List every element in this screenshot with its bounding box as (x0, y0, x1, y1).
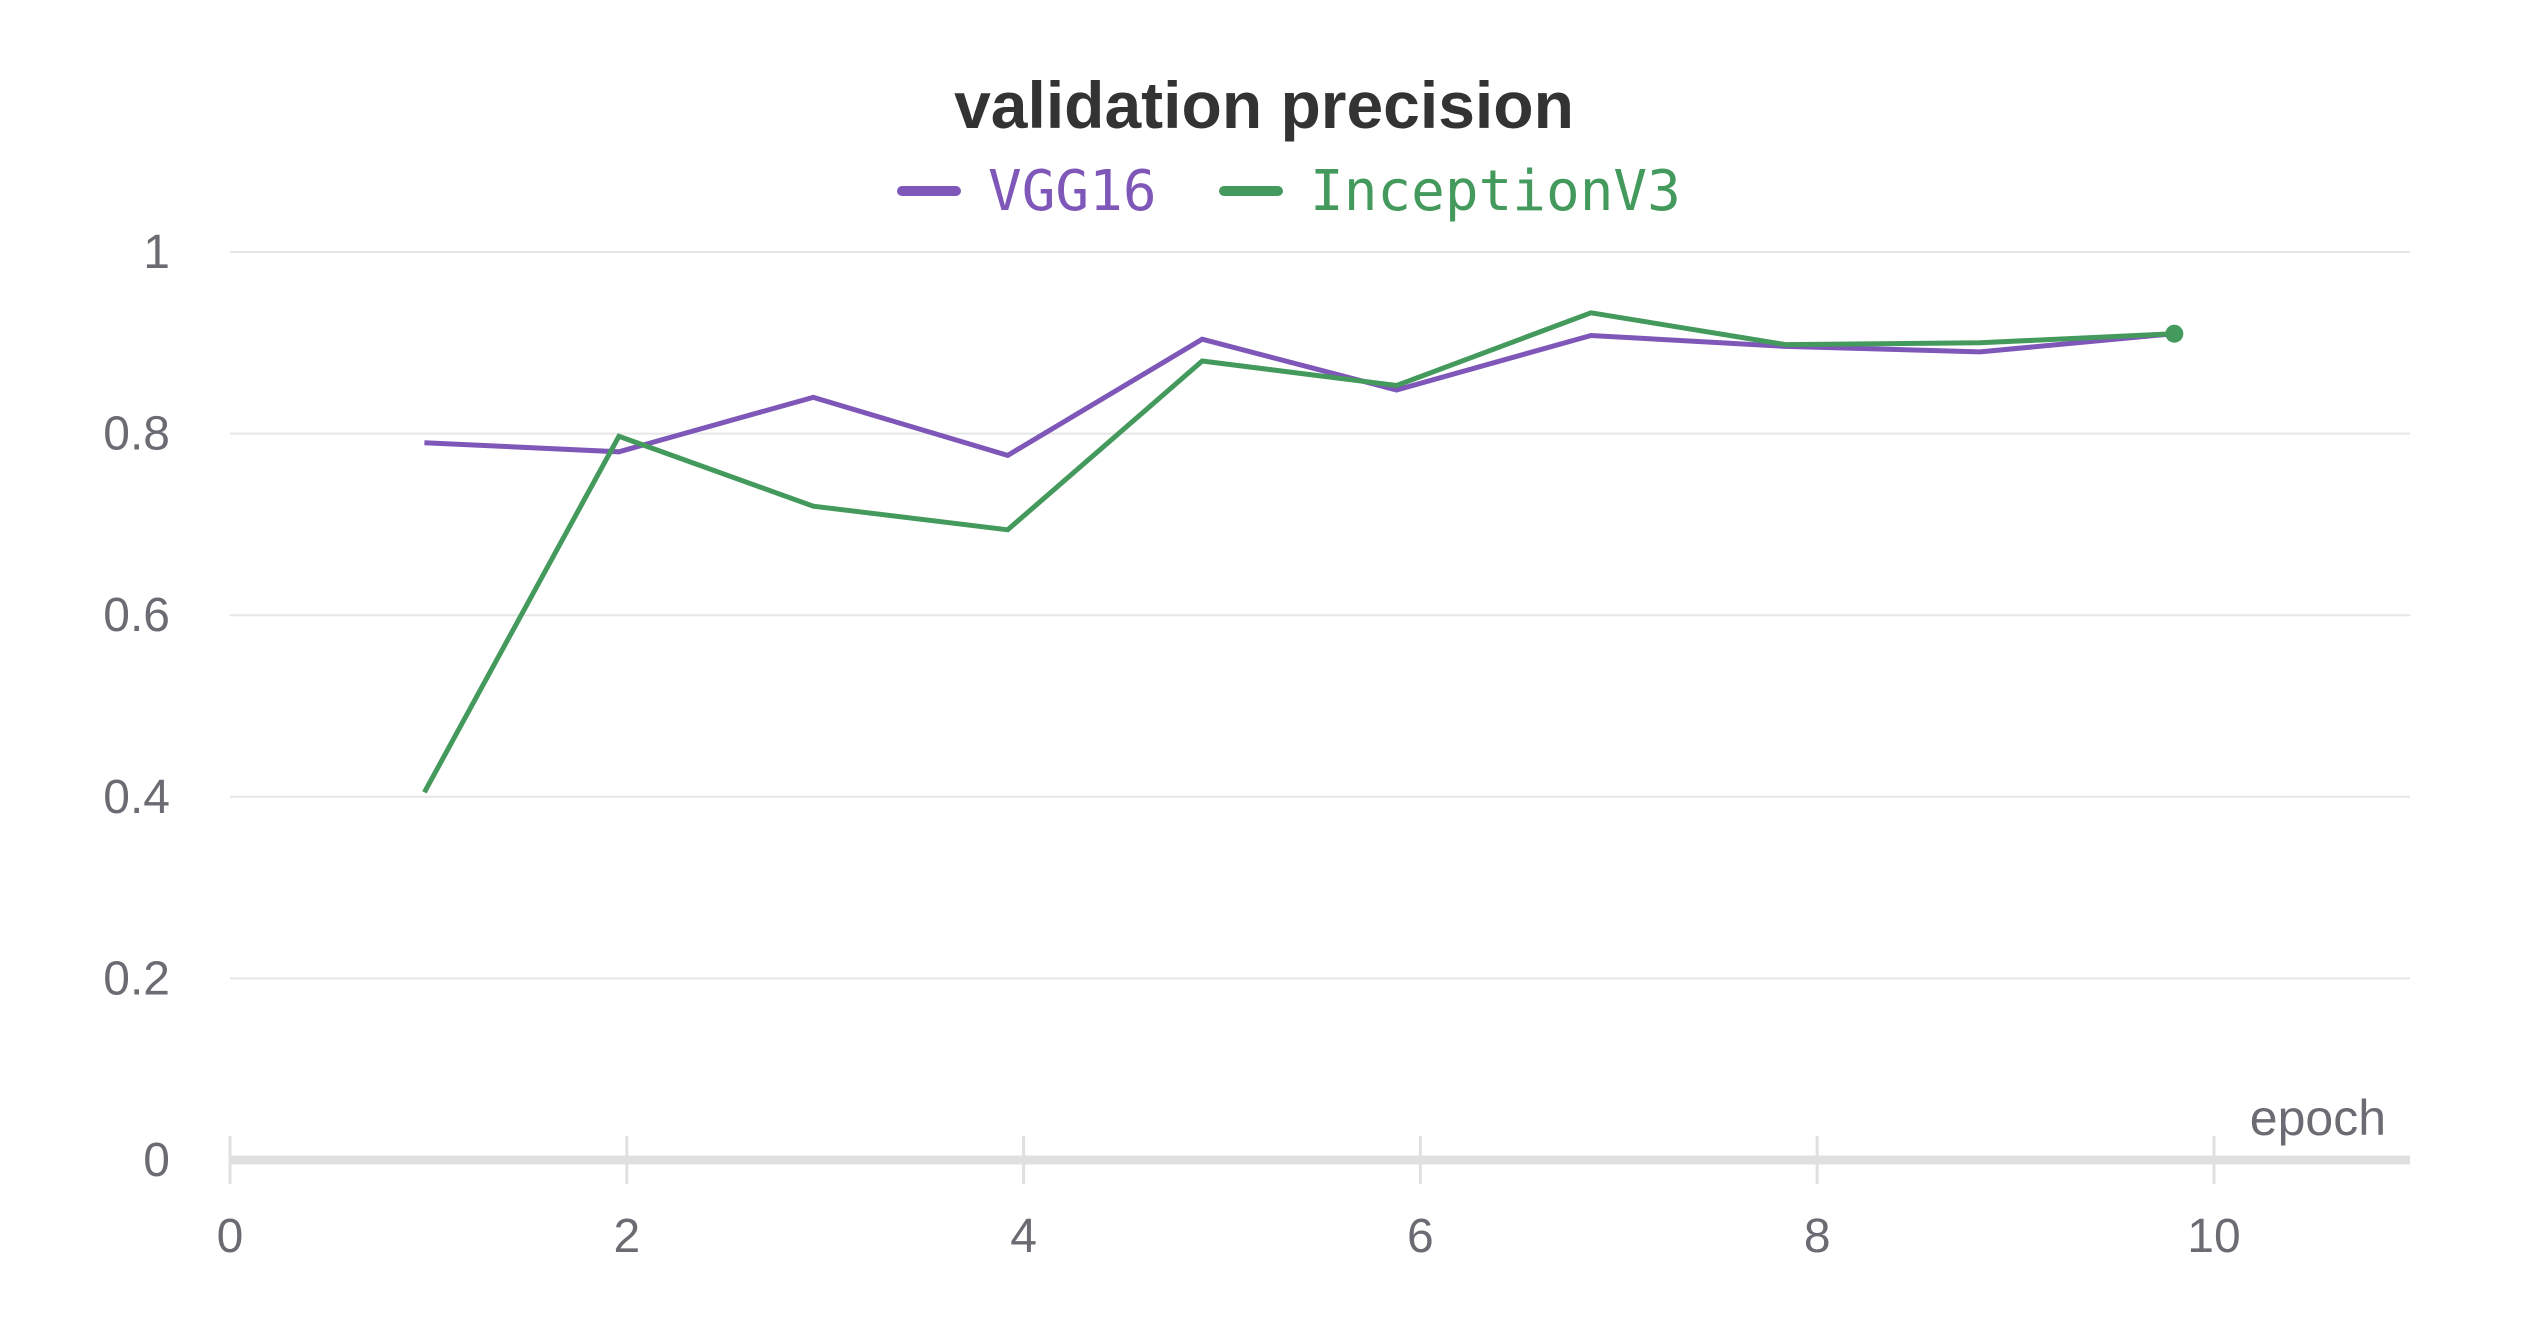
y-tick-label: 0 (143, 1134, 170, 1187)
legend: VGG16 InceptionV3 (897, 159, 1681, 224)
x-tick-label: 10 (2187, 1210, 2240, 1263)
y-tick-label: 1 (143, 226, 170, 279)
y-tick-label: 0.6 (103, 589, 170, 642)
x-tick-label: 8 (1804, 1210, 1831, 1263)
x-tick-label: 2 (613, 1210, 640, 1263)
series-line-vgg16 (424, 331, 2175, 459)
legend-label-inceptionv3: InceptionV3 (1310, 159, 1681, 224)
legend-label-vgg16: VGG16 (988, 159, 1157, 224)
x-tick-label: 0 (217, 1210, 244, 1263)
x-axis: 0 2 4 6 8 10 (217, 1136, 2410, 1263)
chart-title: validation precision (954, 68, 1574, 142)
x-tick-label: 4 (1010, 1210, 1037, 1263)
y-tick-label: 0.2 (103, 952, 170, 1005)
y-axis: 0 0.2 0.4 0.6 0.8 1 (103, 226, 170, 1187)
data-point-inceptionv3 (2165, 324, 2184, 343)
x-axis-label: epoch (2250, 1090, 2386, 1146)
y-tick-label: 0.4 (103, 771, 170, 824)
x-tick-label: 6 (1407, 1210, 1434, 1263)
y-tick-label: 0.8 (103, 408, 170, 461)
y-gridlines (230, 251, 2410, 980)
series-line-inceptionv3 (422, 310, 2175, 794)
series-lines (422, 310, 2184, 794)
